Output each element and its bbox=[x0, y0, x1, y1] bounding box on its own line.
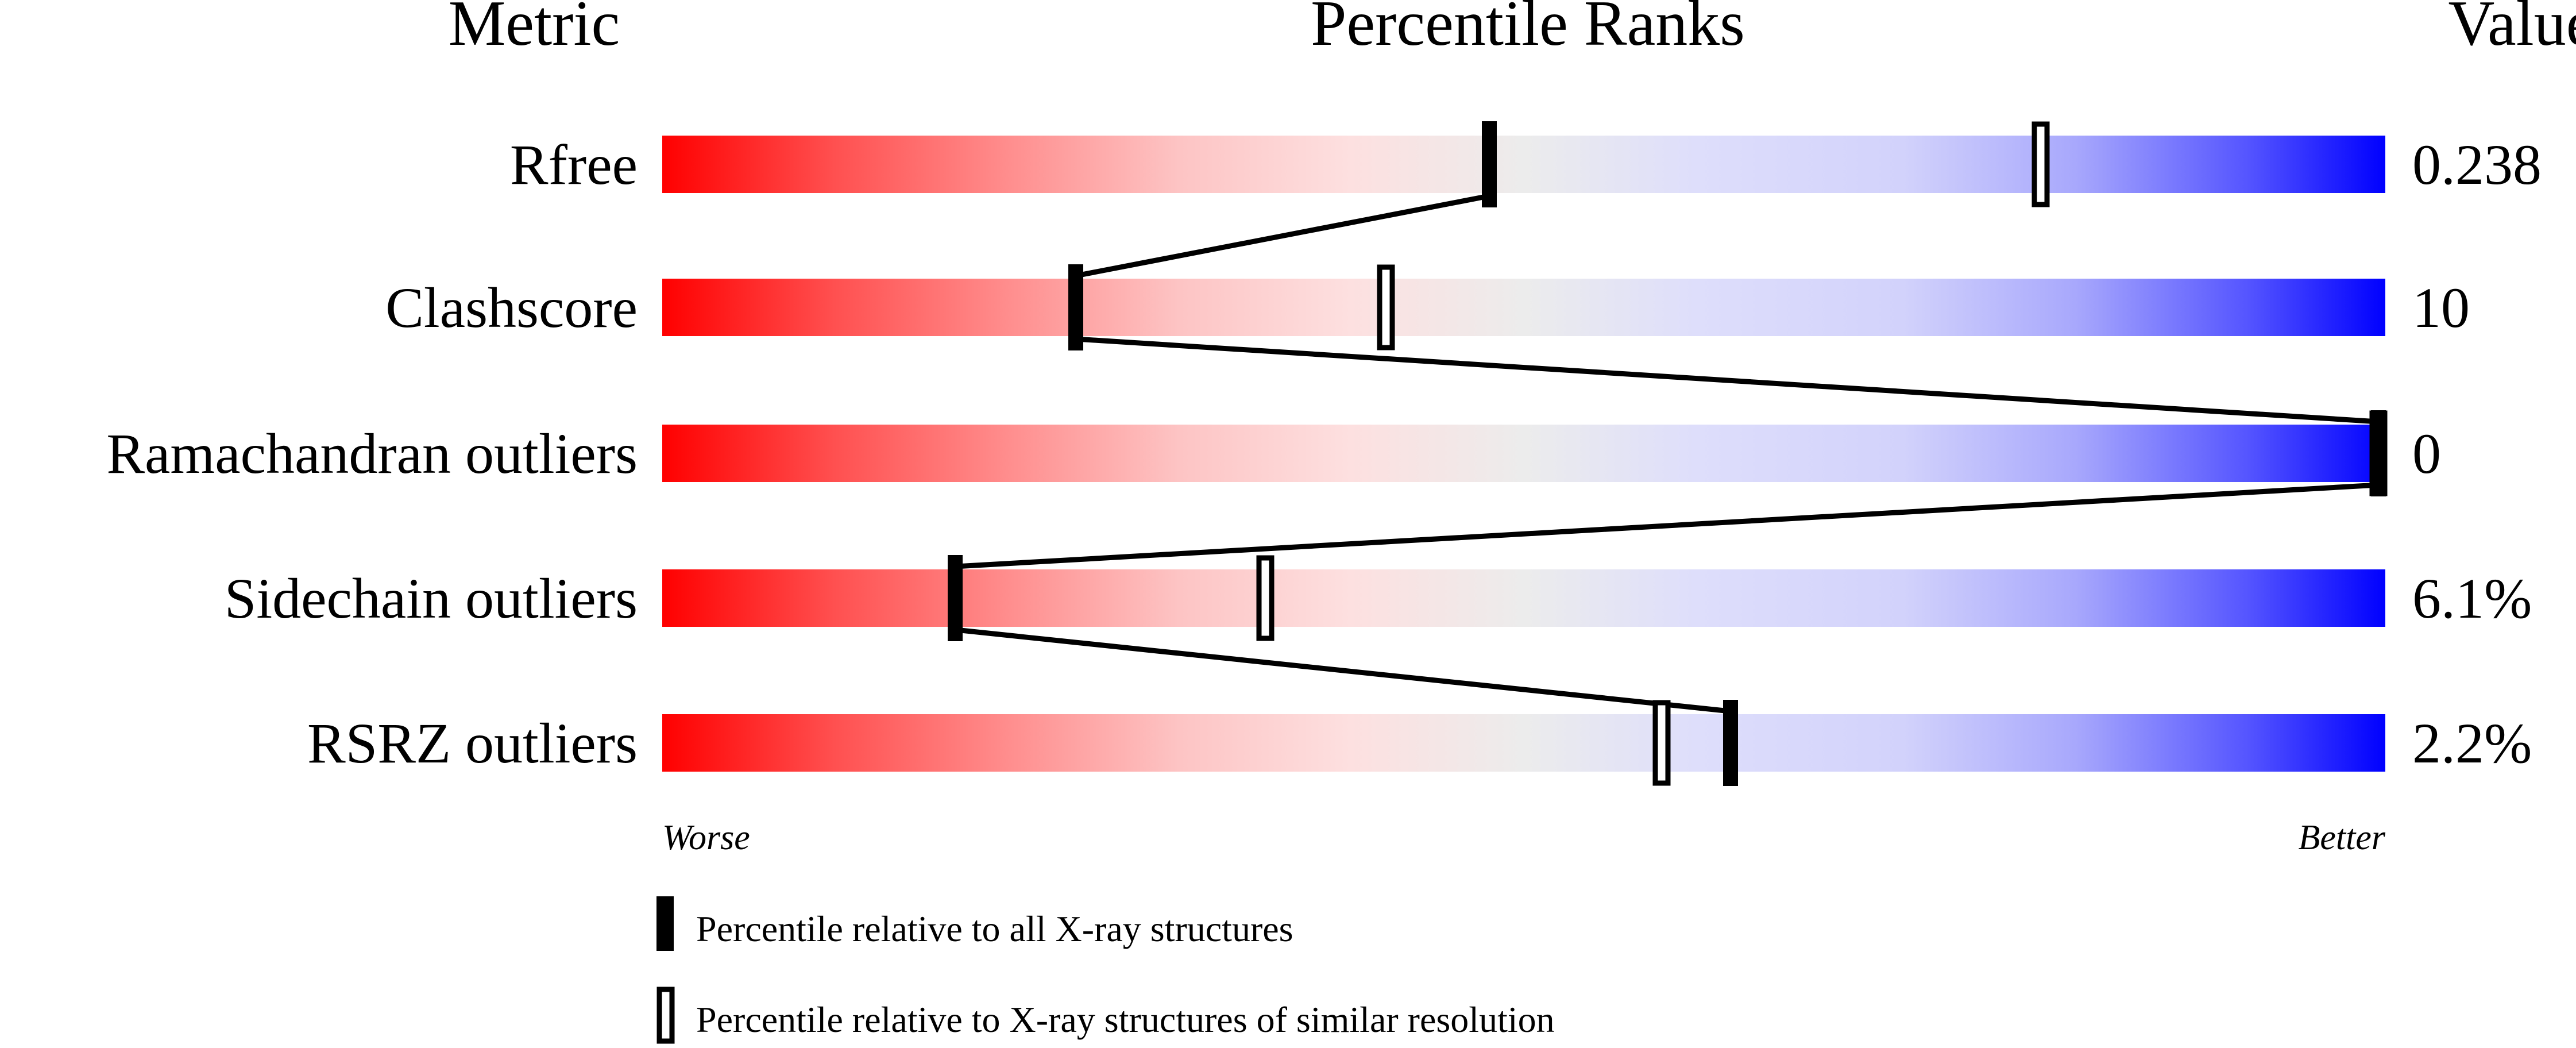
connector-line bbox=[955, 482, 2379, 569]
similar-resolution-marker bbox=[2032, 121, 2050, 207]
connector-line bbox=[1075, 336, 2379, 425]
metric-value: 0.238 bbox=[2412, 133, 2542, 196]
legend-open-marker bbox=[656, 987, 675, 1044]
percentile-ranks-header: Percentile Ranks bbox=[1311, 0, 1745, 59]
legend-label-similar: Percentile relative to X-ray structures … bbox=[696, 999, 1555, 1040]
better-label: Better bbox=[2299, 818, 2386, 857]
metric-label: RSRZ outliers bbox=[307, 711, 638, 775]
connector-line bbox=[1075, 193, 1490, 279]
all-structures-marker bbox=[1068, 264, 1083, 350]
similar-resolution-marker bbox=[1652, 700, 1671, 786]
all-structures-marker bbox=[1723, 700, 1738, 786]
metric-label: Sidechain outliers bbox=[225, 567, 638, 630]
metric-value: 10 bbox=[2412, 276, 2470, 340]
all-structures-marker bbox=[1482, 121, 1497, 207]
all-structures-marker bbox=[2371, 410, 2386, 496]
similar-resolution-marker bbox=[1256, 555, 1275, 641]
metric-value: 0 bbox=[2412, 422, 2441, 486]
percentile-bar bbox=[662, 569, 2385, 627]
legend-label-all: Percentile relative to all X-ray structu… bbox=[696, 908, 1293, 949]
percentile-bar bbox=[662, 714, 2385, 772]
value-header: Value bbox=[2448, 0, 2576, 59]
percentile-bar bbox=[662, 279, 2385, 336]
percentile-bar bbox=[662, 425, 2385, 482]
metric-value: 2.2% bbox=[2412, 711, 2532, 775]
percentile-bar bbox=[662, 136, 2385, 193]
all-structures-marker bbox=[948, 555, 963, 641]
metric-label: Rfree bbox=[510, 133, 638, 196]
similar-resolution-marker bbox=[1377, 264, 1395, 350]
metric-label: Ramachandran outliers bbox=[106, 422, 638, 486]
legend-filled-marker bbox=[656, 896, 674, 951]
metric-header: Metric bbox=[449, 0, 620, 59]
metric-label: Clashscore bbox=[385, 276, 638, 340]
metric-value: 6.1% bbox=[2412, 567, 2532, 630]
connector-line bbox=[955, 627, 1731, 714]
worse-label: Worse bbox=[662, 818, 750, 857]
